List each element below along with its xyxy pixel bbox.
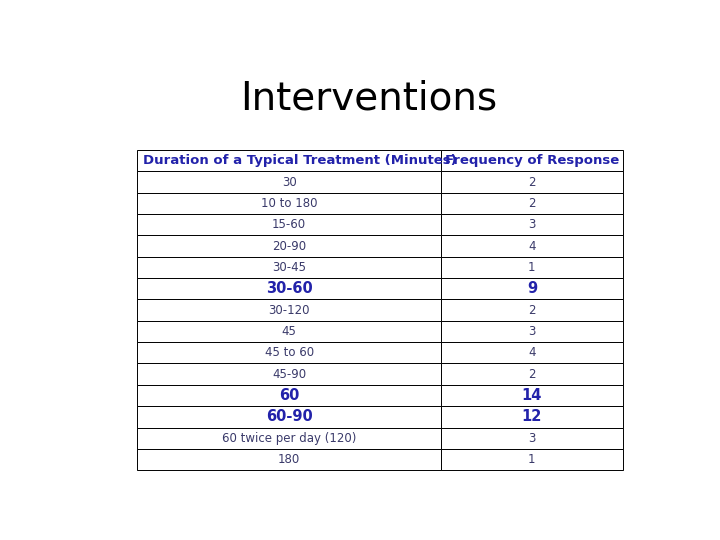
- Bar: [138, 171, 441, 193]
- Bar: [138, 300, 441, 321]
- Text: 45: 45: [282, 325, 297, 338]
- Text: 2: 2: [528, 368, 536, 381]
- Text: 45-90: 45-90: [272, 368, 306, 381]
- Bar: [138, 385, 441, 406]
- Text: 45 to 60: 45 to 60: [264, 346, 314, 359]
- Text: 30-45: 30-45: [272, 261, 306, 274]
- Text: 30-60: 30-60: [266, 281, 312, 296]
- Bar: [441, 171, 623, 193]
- Bar: [441, 363, 623, 385]
- Bar: [441, 385, 623, 406]
- Text: 180: 180: [278, 453, 300, 466]
- Bar: [441, 300, 623, 321]
- Bar: [138, 428, 441, 449]
- Text: Frequency of Response: Frequency of Response: [445, 154, 619, 167]
- Text: 2: 2: [528, 303, 536, 316]
- Text: 60-90: 60-90: [266, 409, 312, 424]
- Bar: [441, 406, 623, 428]
- Text: 30: 30: [282, 176, 297, 188]
- Bar: [138, 278, 441, 300]
- Text: 2: 2: [528, 176, 536, 188]
- Bar: [441, 235, 623, 256]
- Bar: [138, 342, 441, 363]
- Bar: [441, 428, 623, 449]
- Text: 3: 3: [528, 431, 536, 444]
- Bar: [441, 342, 623, 363]
- Bar: [441, 449, 623, 470]
- Bar: [441, 150, 623, 171]
- Text: 12: 12: [522, 409, 542, 424]
- Text: 4: 4: [528, 240, 536, 253]
- Text: 20-90: 20-90: [272, 240, 306, 253]
- Bar: [441, 321, 623, 342]
- Bar: [441, 278, 623, 300]
- Text: Interventions: Interventions: [240, 79, 498, 117]
- Bar: [138, 363, 441, 385]
- Text: 3: 3: [528, 218, 536, 231]
- Text: 1: 1: [528, 261, 536, 274]
- Bar: [138, 193, 441, 214]
- Bar: [138, 150, 441, 171]
- Bar: [138, 321, 441, 342]
- Bar: [441, 256, 623, 278]
- Bar: [138, 406, 441, 428]
- Bar: [138, 214, 441, 235]
- Text: 1: 1: [528, 453, 536, 466]
- Text: 14: 14: [522, 388, 542, 403]
- Text: 3: 3: [528, 325, 536, 338]
- Text: 4: 4: [528, 346, 536, 359]
- Bar: [441, 193, 623, 214]
- Bar: [138, 256, 441, 278]
- Text: Duration of a Typical Treatment (Minutes): Duration of a Typical Treatment (Minutes…: [143, 154, 456, 167]
- Bar: [138, 449, 441, 470]
- Text: 10 to 180: 10 to 180: [261, 197, 318, 210]
- Text: 30-120: 30-120: [269, 303, 310, 316]
- Text: 9: 9: [527, 281, 537, 296]
- Text: 15-60: 15-60: [272, 218, 306, 231]
- Text: 60 twice per day (120): 60 twice per day (120): [222, 431, 356, 444]
- Bar: [441, 214, 623, 235]
- Text: 2: 2: [528, 197, 536, 210]
- Text: 60: 60: [279, 388, 300, 403]
- Bar: [138, 235, 441, 256]
